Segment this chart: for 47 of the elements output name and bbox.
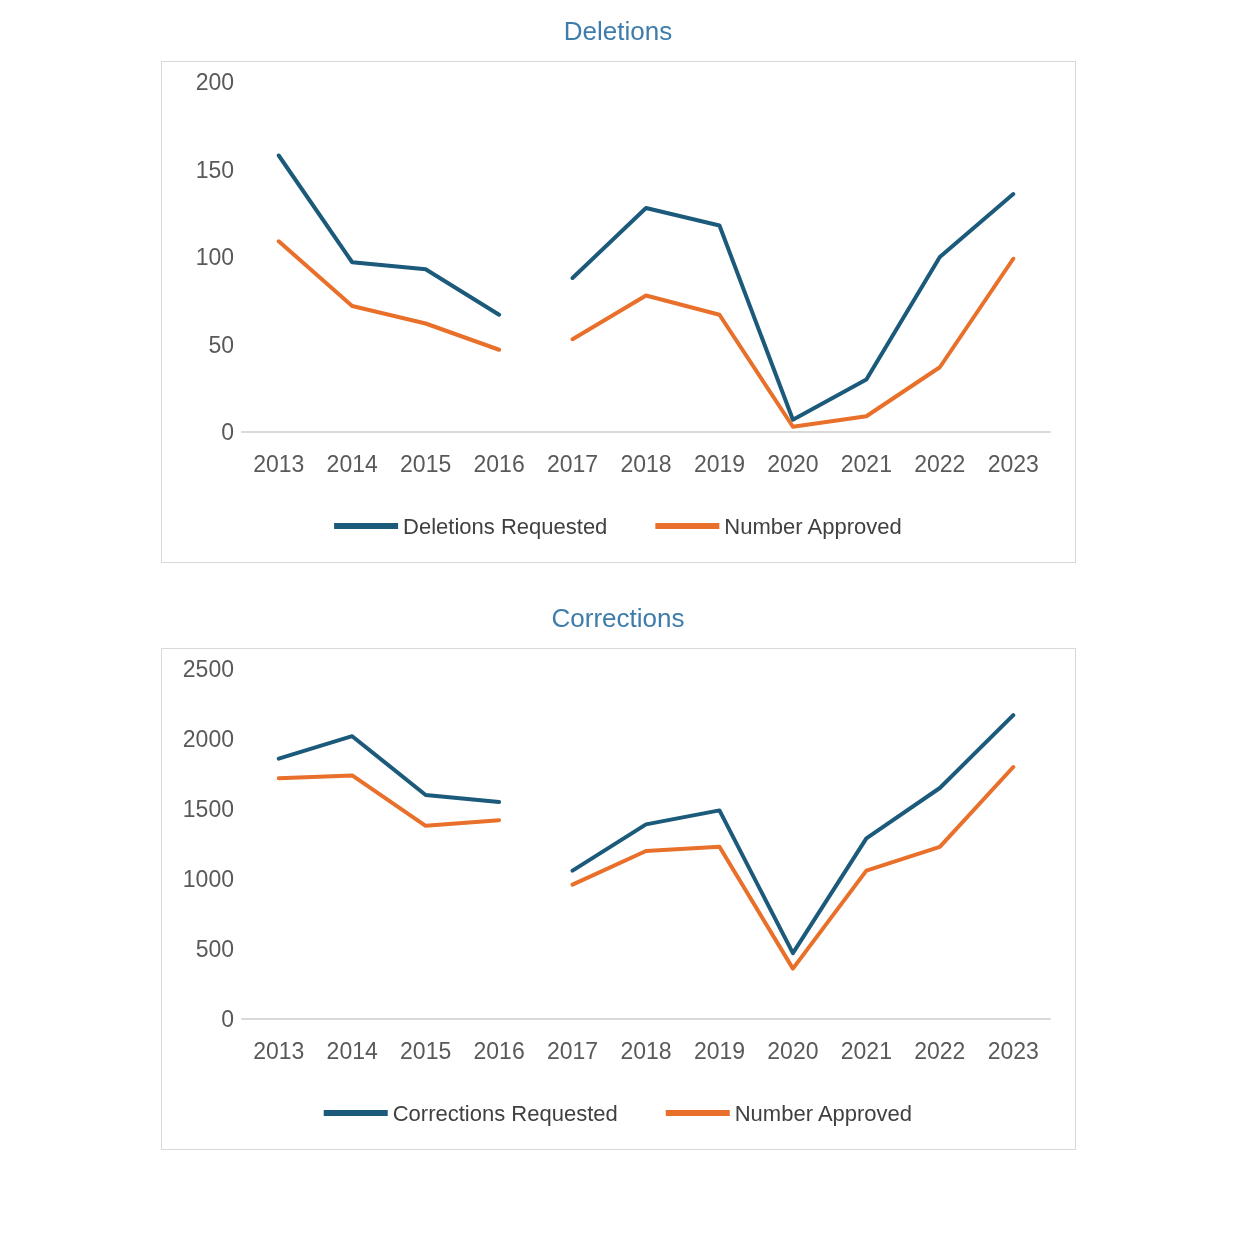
x-tick-label: 2023 [987,450,1039,477]
chart-title: Deletions [562,16,674,47]
x-tick-label: 2013 [252,1037,304,1064]
x-tick-label: 2022 [913,450,965,477]
x-tick-label: 2023 [987,1037,1039,1064]
y-tick-label: 2500 [182,656,234,682]
x-tick-label: 2020 [766,1037,818,1064]
x-tick-label: 2021 [840,1037,892,1064]
x-tick-label: 2018 [619,450,672,477]
y-tick-label: 200 [195,69,234,95]
y-tick-label: 500 [195,936,234,962]
legend-label: Deletions Requested [402,513,607,539]
x-tick-label: 2019 [693,1037,745,1064]
legend-label: Number Approved [734,1100,912,1126]
line-series [276,153,501,317]
line-series [276,239,501,352]
line-series [570,192,1015,422]
y-tick-label: 0 [220,419,234,445]
y-tick-label: 150 [195,156,234,183]
x-tick-label: 2017 [546,450,598,477]
chart-title: Corrections [550,603,686,634]
y-tick-label: 100 [195,244,234,270]
x-tick-label: 2017 [546,1037,598,1064]
x-tick-label: 2021 [840,450,892,477]
x-tick-label: 2019 [693,450,745,477]
x-tick-label: 2018 [619,1037,672,1064]
x-tick-label: 2022 [913,1037,965,1064]
x-tick-label: 2016 [473,1037,525,1064]
y-tick-label: 1000 [182,866,234,892]
y-tick-label: 0 [220,1006,234,1032]
x-tick-label: 2016 [473,450,525,477]
y-tick-label: 1500 [182,796,234,822]
x-tick-label: 2020 [766,450,818,477]
line-series [570,256,1015,429]
line-series [276,734,501,804]
x-tick-label: 2014 [326,1037,378,1064]
line-series [570,713,1015,956]
y-tick-label: 2000 [182,726,234,752]
y-tick-label: 50 [207,331,234,358]
line-series [570,765,1015,971]
x-tick-label: 2013 [252,450,304,477]
legend-label: Corrections Requested [392,1100,618,1126]
x-tick-label: 2015 [399,450,451,477]
legend-label: Number Approved [723,513,902,539]
x-tick-label: 2015 [399,1037,451,1064]
x-tick-label: 2014 [326,450,378,477]
line-series [276,773,501,828]
